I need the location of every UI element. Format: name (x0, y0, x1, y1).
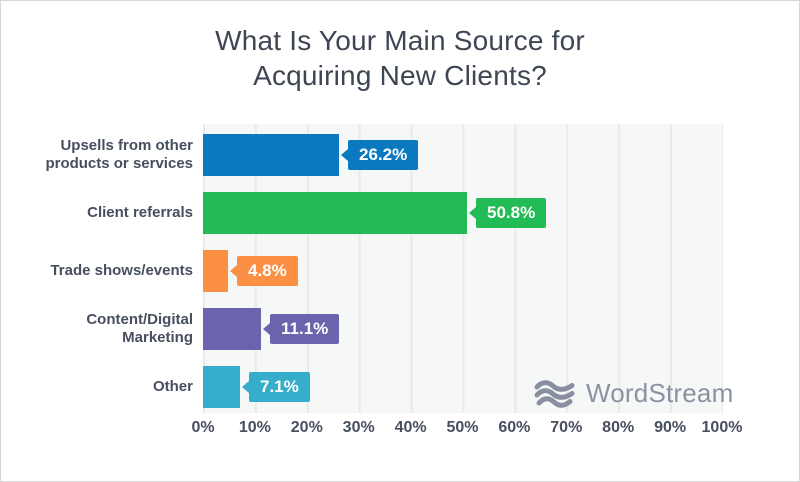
bar (203, 250, 228, 292)
x-axis-tick-label: 80% (602, 419, 635, 436)
callout-arrow-icon (263, 323, 270, 335)
category-label: Content/Digital Marketing (86, 311, 193, 346)
chart-title-line2: Acquiring New Clients? (253, 60, 547, 91)
callout-arrow-icon (242, 381, 249, 393)
x-axis-tick-label: 100% (701, 419, 743, 436)
category-label: Upsells from other products or services (45, 137, 193, 172)
bar (203, 366, 240, 408)
value-label: 11.1% (281, 319, 329, 338)
value-callout: 7.1% (242, 372, 310, 402)
x-axis-tick-label: 0% (191, 419, 215, 436)
x-axis-tick-label: 10% (238, 419, 271, 436)
bar (203, 192, 467, 234)
bar (203, 134, 339, 176)
value-label: 4.8% (248, 261, 287, 280)
x-axis-tick-label: 30% (342, 419, 375, 436)
value-callout: 50.8% (469, 198, 547, 228)
value-callout: 11.1% (263, 314, 340, 344)
value-label: 26.2% (359, 145, 408, 164)
x-axis-tick-label: 60% (498, 419, 531, 436)
x-axis-tick-label: 70% (550, 419, 583, 436)
chart-title: What Is Your Main Source for Acquiring N… (1, 23, 799, 93)
x-axis-tick-label: 50% (446, 419, 479, 436)
callout-arrow-icon (341, 149, 348, 161)
value-callout: 26.2% (341, 140, 419, 170)
category-label: Client referrals (87, 204, 193, 221)
watermark: WordStream (532, 378, 733, 409)
value-label: 50.8% (487, 203, 536, 222)
x-axis-tick-label: 20% (290, 419, 323, 436)
category-label: Other (152, 378, 193, 395)
waves-icon (534, 379, 575, 408)
x-axis-tick-label: 40% (394, 419, 427, 436)
plot-area: 26.2% 50.8% 4.8% 11.1% 7.1% (203, 124, 723, 413)
watermark-text: WordStream (586, 378, 734, 408)
x-axis-tick-label: 90% (654, 419, 687, 436)
callout-arrow-icon (230, 265, 237, 277)
chart-title-line1: What Is Your Main Source for (215, 25, 585, 56)
callout-arrow-icon (469, 207, 476, 219)
bar (203, 308, 261, 350)
category-label: Trade shows/events (50, 262, 193, 279)
value-callout: 4.8% (230, 256, 298, 286)
value-label: 7.1% (260, 377, 299, 396)
